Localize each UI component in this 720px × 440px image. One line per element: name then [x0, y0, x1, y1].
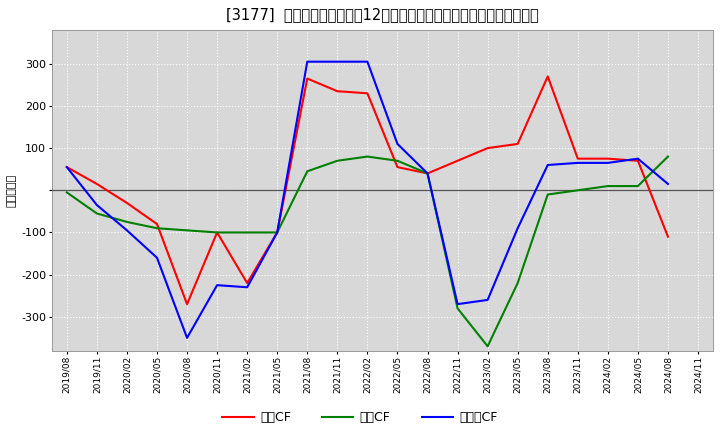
投資CF	[544, 192, 552, 197]
フリーCF	[544, 162, 552, 168]
営業CF	[243, 280, 251, 286]
営業CF	[303, 76, 312, 81]
フリーCF	[664, 181, 672, 187]
投資CF	[213, 230, 222, 235]
投資CF	[243, 230, 251, 235]
フリーCF	[363, 59, 372, 64]
営業CF	[423, 171, 432, 176]
フリーCF	[393, 141, 402, 147]
Line: 営業CF: 営業CF	[67, 77, 668, 304]
投資CF	[423, 171, 432, 176]
投資CF	[603, 183, 612, 189]
Line: フリーCF: フリーCF	[67, 62, 668, 338]
フリーCF	[243, 285, 251, 290]
営業CF	[393, 165, 402, 170]
フリーCF	[333, 59, 342, 64]
営業CF	[634, 158, 642, 163]
Y-axis label: （百万円）: （百万円）	[7, 174, 17, 207]
営業CF	[483, 146, 492, 151]
フリーCF	[634, 156, 642, 161]
営業CF	[63, 165, 71, 170]
投資CF	[454, 306, 462, 311]
投資CF	[93, 211, 102, 216]
投資CF	[634, 183, 642, 189]
営業CF	[333, 88, 342, 94]
Title: [3177]  キャッシュフローの12か月移動合計の対前年同期増減額の推移: [3177] キャッシュフローの12か月移動合計の対前年同期増減額の推移	[226, 7, 539, 22]
投資CF	[153, 226, 161, 231]
投資CF	[393, 158, 402, 163]
投資CF	[333, 158, 342, 163]
営業CF	[93, 181, 102, 187]
フリーCF	[423, 171, 432, 176]
フリーCF	[273, 230, 282, 235]
営業CF	[213, 230, 222, 235]
投資CF	[273, 230, 282, 235]
フリーCF	[483, 297, 492, 303]
投資CF	[573, 187, 582, 193]
フリーCF	[603, 160, 612, 165]
投資CF	[63, 190, 71, 195]
フリーCF	[213, 282, 222, 288]
営業CF	[454, 158, 462, 163]
営業CF	[183, 301, 192, 307]
投資CF	[483, 344, 492, 349]
営業CF	[363, 91, 372, 96]
投資CF	[513, 280, 522, 286]
営業CF	[664, 234, 672, 239]
投資CF	[664, 154, 672, 159]
フリーCF	[153, 255, 161, 260]
フリーCF	[63, 165, 71, 170]
営業CF	[603, 156, 612, 161]
営業CF	[544, 74, 552, 79]
フリーCF	[122, 228, 131, 233]
Line: 投資CF: 投資CF	[67, 157, 668, 346]
フリーCF	[454, 301, 462, 307]
営業CF	[573, 156, 582, 161]
投資CF	[303, 169, 312, 174]
フリーCF	[93, 202, 102, 208]
投資CF	[183, 228, 192, 233]
営業CF	[273, 230, 282, 235]
営業CF	[122, 200, 131, 205]
営業CF	[513, 141, 522, 147]
投資CF	[122, 219, 131, 224]
Legend: 営業CF, 投資CF, フリーCF: 営業CF, 投資CF, フリーCF	[217, 407, 503, 429]
営業CF	[153, 221, 161, 227]
フリーCF	[573, 160, 582, 165]
フリーCF	[513, 226, 522, 231]
投資CF	[363, 154, 372, 159]
フリーCF	[183, 335, 192, 341]
フリーCF	[303, 59, 312, 64]
